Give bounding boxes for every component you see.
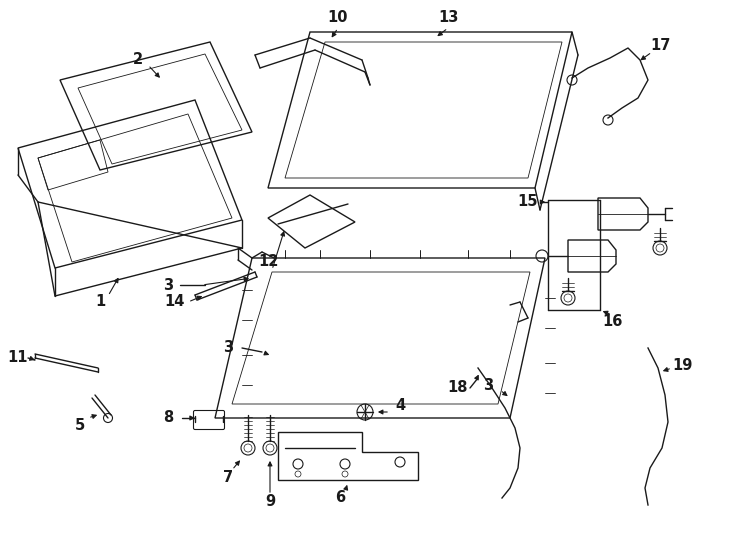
Text: 14: 14 — [165, 294, 185, 309]
Text: 6: 6 — [335, 490, 345, 505]
Text: 8: 8 — [163, 410, 173, 426]
Text: 18: 18 — [448, 381, 468, 395]
Text: 12: 12 — [258, 254, 278, 269]
Text: 10: 10 — [328, 10, 348, 25]
Text: 1: 1 — [95, 294, 105, 309]
Text: 5: 5 — [75, 417, 85, 433]
Text: 9: 9 — [265, 495, 275, 510]
Text: 2: 2 — [133, 52, 143, 68]
Text: 4: 4 — [395, 397, 405, 413]
Text: 13: 13 — [437, 10, 458, 25]
Text: 15: 15 — [517, 194, 538, 210]
Text: 3: 3 — [223, 341, 233, 355]
Text: 19: 19 — [672, 357, 692, 373]
Text: 11: 11 — [8, 350, 28, 366]
Text: 16: 16 — [602, 314, 622, 329]
Text: 3: 3 — [163, 278, 173, 293]
Text: 17: 17 — [650, 37, 670, 52]
Text: 7: 7 — [223, 470, 233, 485]
Text: 3: 3 — [483, 377, 493, 393]
